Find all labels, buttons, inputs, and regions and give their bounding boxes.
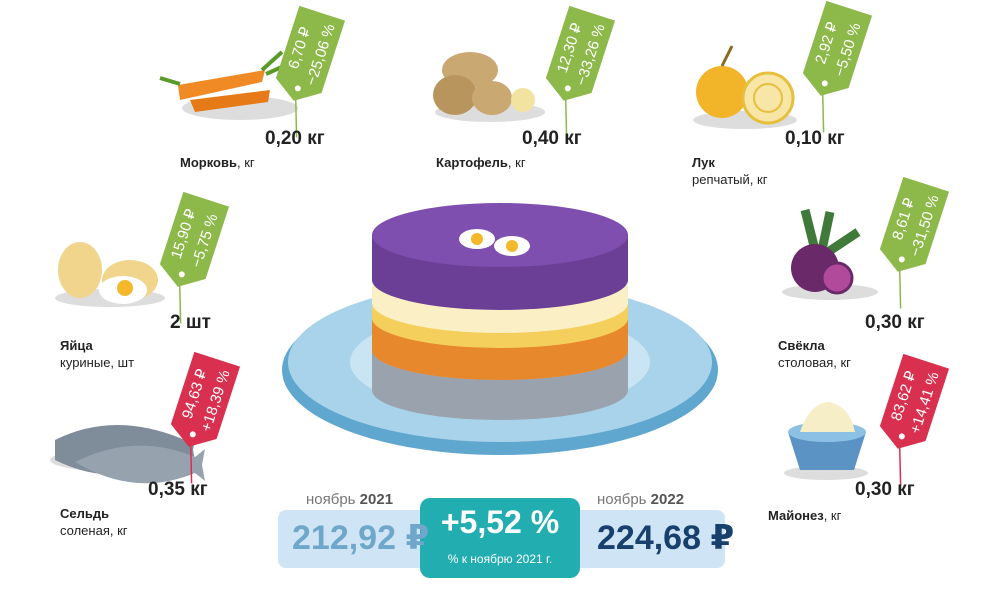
item-label: Яйца куриные, шт xyxy=(60,337,134,371)
quantity: 0,30 кг xyxy=(855,479,915,500)
quantity: 2 шт xyxy=(170,312,211,333)
tag-hole xyxy=(898,433,905,440)
before-price: 212,92 ₽ xyxy=(292,519,430,557)
potato-image xyxy=(433,52,545,122)
item-name: Майонез xyxy=(768,508,824,523)
tag-shape xyxy=(275,5,346,101)
beet-image xyxy=(782,208,878,300)
quantity: 0,20 кг xyxy=(265,128,325,149)
tag-hole xyxy=(178,271,185,278)
item-name: Сельдь xyxy=(60,506,110,521)
tag-string xyxy=(898,266,902,309)
month: ноябрь xyxy=(306,491,356,508)
salad-cake xyxy=(372,203,628,420)
item-unit: , кг xyxy=(823,508,842,523)
item-unit: столовая, кг xyxy=(778,355,851,370)
after-period: ноябрь 2022 xyxy=(597,491,684,508)
item-unit: куриные, шт xyxy=(60,355,135,370)
price-tag: 6,70 ₽−25,06 % xyxy=(275,5,346,138)
carrot-image xyxy=(159,50,298,120)
price-tag: 2,92 ₽−5,50 % xyxy=(802,0,873,133)
item-name: Лук xyxy=(692,155,715,170)
year: 2022 xyxy=(650,491,685,508)
item-unit: репчатый, кг xyxy=(692,172,768,187)
price-tags: 6,70 ₽−25,06 % 12,30 ₽−33,26 % 2,92 ₽−5,50… xyxy=(159,0,950,486)
price-tag: 83,62 ₽+14,41 % xyxy=(879,353,950,486)
tag-hole xyxy=(821,80,828,87)
item-name: Яйца xyxy=(60,338,93,353)
tag-string xyxy=(294,95,298,138)
tag-hole xyxy=(189,431,196,438)
onion-image xyxy=(693,45,797,129)
item-unit: соленая, кг xyxy=(60,523,128,538)
item-label: Свёкла столовая, кг xyxy=(778,337,851,371)
item-label: Картофель, кг xyxy=(436,154,526,171)
quantity: 0,40 кг xyxy=(522,128,582,149)
quantity: 0,30 кг xyxy=(865,312,925,333)
tag-string xyxy=(189,441,193,484)
tag-shape xyxy=(170,351,241,447)
change-box xyxy=(420,498,580,578)
tag-shape xyxy=(802,0,873,96)
tag-string xyxy=(564,95,568,138)
item-label: Лук репчатый, кг xyxy=(692,154,767,188)
quantity: 0,35 кг xyxy=(148,479,208,500)
price-tag: 12,30 ₽−33,26 % xyxy=(545,5,616,138)
item-unit: , кг xyxy=(507,155,526,170)
price-tag: 8,61 ₽−31,50 % xyxy=(879,176,950,309)
item-name: Свёкла xyxy=(778,338,825,353)
change-note: % к ноябрю 2021 г. xyxy=(447,552,553,566)
tag-string xyxy=(821,90,825,133)
item-label: Сельдь соленая, кг xyxy=(60,505,128,539)
price-tag: 15,90 ₽−5,75 % xyxy=(159,191,230,324)
tag-hole xyxy=(898,256,905,263)
month: ноябрь xyxy=(597,491,647,508)
tag-shape xyxy=(879,176,950,272)
price-tag: 94,63 ₽+18,39 % xyxy=(170,351,241,484)
item-name: Картофель xyxy=(436,155,508,170)
year: 2021 xyxy=(359,491,394,508)
tag-hole xyxy=(294,85,301,92)
mayonnaise-image xyxy=(784,402,868,480)
tag-shape xyxy=(159,191,230,287)
tag-shape xyxy=(545,5,616,101)
herring-image xyxy=(50,425,205,484)
tag-hole xyxy=(564,85,571,92)
item-name: Морковь xyxy=(180,155,237,170)
quantity: 0,10 кг xyxy=(785,128,845,149)
eggs-image xyxy=(55,242,165,307)
change-value: +5,52 % xyxy=(440,504,560,540)
after-price: 224,68 ₽ xyxy=(597,519,735,557)
item-label: Майонез, кг xyxy=(768,507,841,524)
item-unit: , кг xyxy=(236,155,255,170)
tag-shape xyxy=(879,353,950,449)
tag-string xyxy=(898,443,902,486)
item-label: Морковь, кг xyxy=(180,154,255,171)
tag-string xyxy=(178,281,182,324)
before-period: ноябрь 2021 xyxy=(306,491,393,508)
